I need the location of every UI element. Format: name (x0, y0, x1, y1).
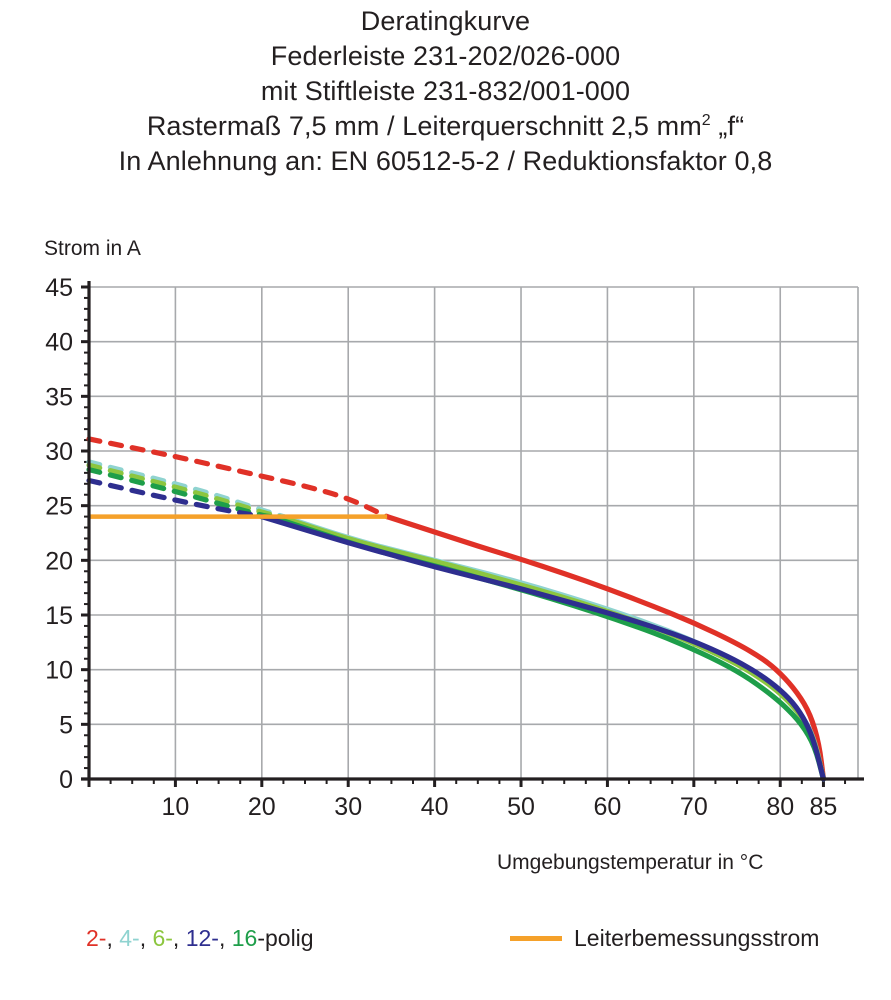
title-line-4-text: Rastermaß 7,5 mm / Leiterquerschnitt 2,5… (146, 111, 702, 141)
axis-ticks (81, 285, 847, 787)
x-tick-label: 40 (421, 793, 449, 821)
title-line-5: In Anlehnung an: EN 60512-5-2 / Reduktio… (118, 146, 773, 176)
x-tick-label: 10 (161, 793, 189, 821)
legend-rated-current-entry: Leiterbemessungsstrom (510, 925, 819, 952)
title-line-4-suffix: „f“ (710, 111, 745, 141)
x-tick-label: 70 (680, 793, 708, 821)
x-tick-label: 80 (766, 793, 794, 821)
legend-pole-token: 16 (231, 925, 258, 951)
curve-dashed-16-polig (86, 466, 274, 520)
y-tick-label: 30 (45, 438, 73, 466)
curve-dashed-2-polig (86, 436, 390, 521)
legend-pole-token: -polig (257, 925, 314, 951)
x-tick-label: 50 (507, 793, 535, 821)
legend-pole-token: 2- (86, 925, 107, 951)
legend-line-swatch-icon (510, 936, 562, 941)
title-line-4: Rastermaß 7,5 mm / Leiterquerschnitt 2,5… (0, 109, 891, 144)
curve-solid-12-polig (259, 514, 827, 782)
legend-pole-token: , (218, 925, 232, 951)
x-tick-label: 30 (334, 793, 362, 821)
title-line-1: Deratingkurve (360, 6, 531, 36)
legend-pole-token: 12- (185, 925, 219, 951)
legend-pole-token: 4- (119, 925, 140, 951)
y-tick-label: 20 (45, 547, 73, 575)
tick-labels: 0 5 10 15 20 25 30 35 40 45 10 20 30 40 50 60 70 80 85 (45, 274, 837, 821)
title-line-4-superscript: 2 (701, 112, 711, 129)
x-tick-label: 85 (810, 793, 838, 821)
gridlines (89, 286, 859, 779)
y-tick-label: 45 (45, 274, 73, 302)
y-tick-label: 25 (45, 493, 73, 521)
x-axis-caption: Umgebungstemperatur in °C (497, 851, 764, 874)
x-tick-label: 60 (594, 793, 622, 821)
legend-pole-token: 6- (152, 925, 173, 951)
legend-poles-entry: 2-, 4-, 6-, 12-, 16-polig (86, 925, 314, 952)
chart-legend: 2-, 4-, 6-, 12-, 16-polig Leiterbemessun… (0, 925, 891, 965)
title-line-2: Federleiste 231-202/026-000 (270, 41, 621, 71)
axis-lines (81, 281, 864, 781)
data-curves (86, 436, 827, 782)
legend-pole-token: , (172, 925, 186, 951)
y-tick-label: 10 (45, 657, 73, 685)
chart-plot-area: 0 5 10 15 20 25 30 35 40 45 10 20 30 40 50 60 70 80 85 (45, 274, 864, 821)
legend-pole-token: , (139, 925, 153, 951)
legend-pole-token: , (106, 925, 120, 951)
y-tick-label: 5 (59, 711, 73, 739)
y-tick-label: 35 (45, 383, 73, 411)
y-tick-label: 40 (45, 329, 73, 357)
x-tick-label: 20 (248, 793, 276, 821)
curve-dashed-12-polig (86, 477, 265, 520)
y-axis-caption: Strom in A (44, 237, 141, 260)
chart-title-block: Deratingkurve Federleiste 231-202/026-00… (0, 4, 891, 179)
y-tick-label: 15 (45, 602, 73, 630)
legend-rated-current-label: Leiterbemessungsstrom (574, 925, 820, 951)
title-line-3: mit Stiftleiste 231-832/001-000 (260, 76, 631, 106)
curve-solid-2-polig (384, 514, 827, 782)
curve-dashed-6-polig (86, 462, 282, 520)
y-tick-label: 0 (59, 766, 73, 794)
